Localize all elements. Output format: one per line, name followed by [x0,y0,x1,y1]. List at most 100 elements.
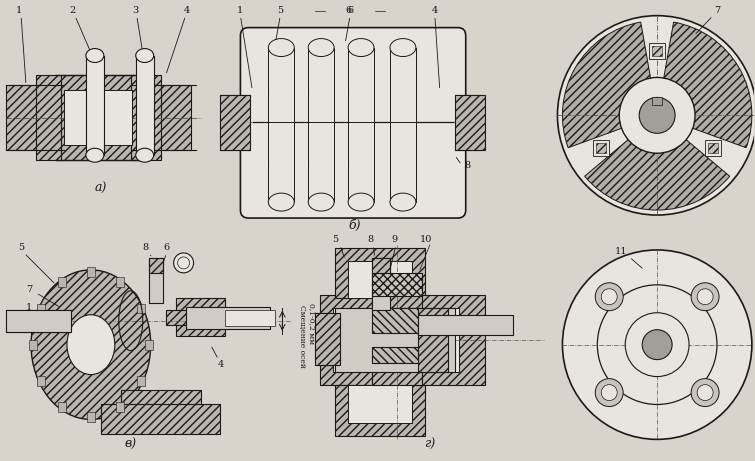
Bar [315,313,340,365]
Ellipse shape [597,285,717,404]
Ellipse shape [639,97,675,133]
Bar [418,315,513,335]
Bar [372,258,390,310]
Bar [372,258,390,273]
Bar [455,95,485,150]
Ellipse shape [136,48,154,63]
Bar [372,273,422,296]
Bar [708,143,718,153]
Ellipse shape [86,48,104,63]
Bar [149,258,162,273]
Bar [58,277,66,287]
Ellipse shape [691,283,719,311]
Wedge shape [584,115,730,210]
Bar [137,303,145,313]
Bar [87,267,95,278]
Ellipse shape [691,378,719,407]
Text: 9: 9 [391,236,397,244]
Ellipse shape [348,39,374,57]
Ellipse shape [601,384,617,401]
Ellipse shape [31,270,151,420]
Bar [137,376,145,386]
Bar [165,310,236,325]
Ellipse shape [595,378,623,407]
Text: 10: 10 [420,236,432,244]
Bar [56,76,140,160]
Ellipse shape [697,384,713,401]
Text: 1: 1 [26,303,32,312]
Ellipse shape [390,39,416,57]
Ellipse shape [562,250,752,439]
Text: 1: 1 [16,6,22,15]
Bar [348,122,374,202]
Text: 1: 1 [237,6,244,15]
Bar [116,277,124,287]
Text: 7: 7 [26,285,32,294]
Text: 8: 8 [464,161,471,170]
Bar [649,42,665,59]
Bar [333,308,372,372]
Ellipse shape [308,193,334,211]
Text: 4: 4 [183,6,190,15]
Bar [652,46,662,55]
FancyBboxPatch shape [240,28,466,218]
Text: а): а) [94,182,107,195]
Bar [36,76,61,160]
Bar [372,347,422,363]
Bar [58,402,66,412]
Bar [226,310,276,326]
Bar [420,295,485,384]
Bar [37,376,45,386]
Bar [101,404,220,434]
Wedge shape [657,22,752,148]
Bar [131,76,161,160]
Bar [136,55,154,155]
Bar [335,248,425,298]
Ellipse shape [174,253,193,273]
Text: 5: 5 [332,236,338,244]
Text: Смещение осей: Смещение осей [298,305,307,368]
Ellipse shape [697,289,713,305]
Bar [348,261,412,298]
Text: 11: 11 [615,248,627,256]
Text: 8: 8 [143,243,149,253]
Wedge shape [562,22,657,148]
Bar [268,47,294,127]
Text: г): г) [424,438,436,451]
Bar [6,310,71,332]
Text: в): в) [125,438,137,451]
Bar [149,258,162,303]
Bar [390,47,416,127]
Text: 4: 4 [432,6,438,15]
Bar [348,384,412,423]
Ellipse shape [557,16,755,215]
Bar [420,308,459,372]
Bar [121,390,201,414]
Bar [37,303,45,313]
Ellipse shape [601,289,617,305]
Bar [87,412,95,422]
Bar [705,140,721,156]
Ellipse shape [177,257,190,269]
Bar [372,308,422,333]
Bar [86,55,104,155]
Bar [64,90,131,145]
Ellipse shape [595,283,623,311]
Bar [348,47,374,127]
Text: 0,1-0,2 мм: 0,1-0,2 мм [308,303,316,344]
Text: 4: 4 [217,360,223,369]
Text: 7: 7 [713,6,720,15]
Bar [335,384,425,437]
Bar [308,47,334,127]
Ellipse shape [86,148,104,162]
Bar [320,295,385,384]
Text: 5: 5 [18,243,24,253]
Bar [176,298,226,336]
Bar [308,122,334,202]
Bar [596,143,606,153]
Ellipse shape [67,315,115,375]
Ellipse shape [643,330,672,360]
Text: 6: 6 [345,6,351,15]
Text: 6: 6 [347,6,353,15]
Ellipse shape [268,193,294,211]
